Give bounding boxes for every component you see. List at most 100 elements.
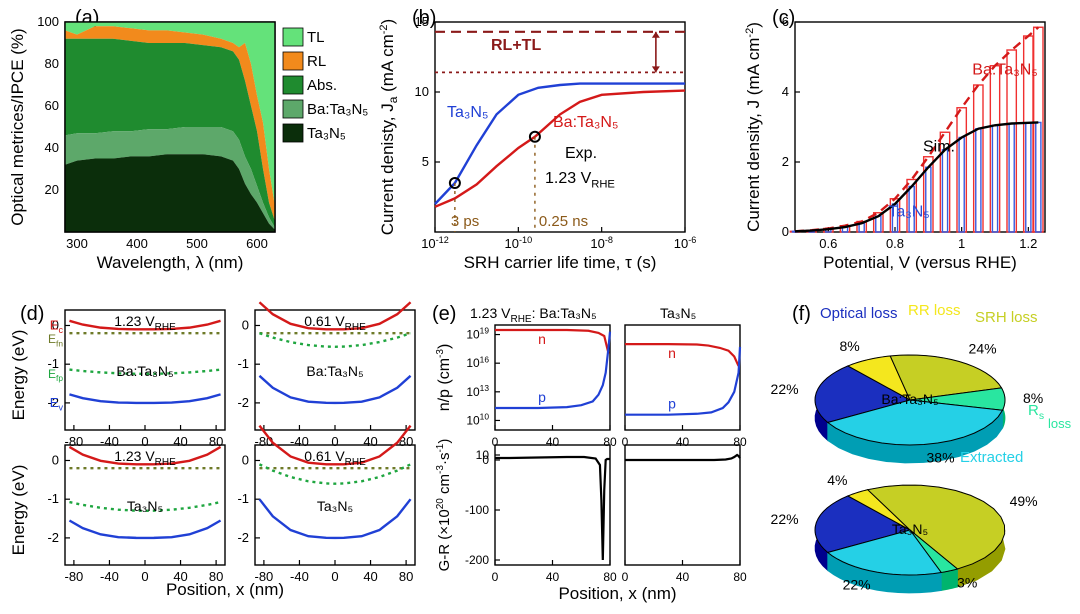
svg-text:Current denisty, Ja (mA cm-2): Current denisty, Ja (mA cm-2) xyxy=(378,19,400,235)
svg-text:0: 0 xyxy=(141,569,148,584)
svg-text:RR loss: RR loss xyxy=(908,302,961,319)
svg-text:6: 6 xyxy=(782,14,789,29)
svg-text:0: 0 xyxy=(141,434,148,449)
svg-text:Ta₃N₅: Ta₃N₅ xyxy=(660,305,696,321)
svg-text:Ba:Ta₃N₅: Ba:Ta₃N₅ xyxy=(116,363,173,379)
svg-text:40: 40 xyxy=(363,434,377,449)
svg-text:TL: TL xyxy=(307,29,325,46)
svg-text:Ba:Ta₃N₅: Ba:Ta₃N₅ xyxy=(972,62,1037,79)
svg-text:10: 10 xyxy=(415,84,429,99)
svg-text:40: 40 xyxy=(363,569,377,584)
svg-text:Position, x (nm): Position, x (nm) xyxy=(558,584,676,603)
svg-text:22%: 22% xyxy=(843,576,871,592)
svg-text:(d): (d) xyxy=(20,303,44,325)
svg-text:20: 20 xyxy=(45,182,59,197)
svg-text:Current density, J (mA cm-2): Current density, J (mA cm-2) xyxy=(744,22,763,232)
svg-text:Ba:Ta₃N₅: Ba:Ta₃N₅ xyxy=(553,114,618,131)
svg-text:Ta₃N₅: Ta₃N₅ xyxy=(447,104,488,121)
svg-text:Potential, V (versus RHE): Potential, V (versus RHE) xyxy=(823,253,1017,272)
svg-text:0.6: 0.6 xyxy=(819,236,837,251)
svg-text:0: 0 xyxy=(242,317,249,332)
figure-svg: (a)30040050060020406080100Wavelength, λ … xyxy=(0,0,1080,609)
svg-text:Extracted: Extracted xyxy=(960,449,1023,466)
svg-text:0.25 ns: 0.25 ns xyxy=(539,213,588,230)
svg-text:1: 1 xyxy=(958,236,965,251)
svg-text:Ba:Ta₃N₅: Ba:Ta₃N₅ xyxy=(881,391,938,407)
svg-text:80: 80 xyxy=(603,570,617,584)
svg-text:Abs.: Abs. xyxy=(307,77,337,94)
svg-text:80: 80 xyxy=(733,570,747,584)
svg-text:38%: 38% xyxy=(927,449,955,465)
svg-text:Ba:Ta₃N₅: Ba:Ta₃N₅ xyxy=(306,363,363,379)
svg-text:SRH loss: SRH loss xyxy=(975,309,1038,326)
svg-text:Energy (eV): Energy (eV) xyxy=(9,465,28,556)
svg-text:-2: -2 xyxy=(47,530,59,545)
svg-text:p: p xyxy=(538,389,546,405)
svg-text:1.2: 1.2 xyxy=(1019,236,1037,251)
svg-text:Position, x (nm): Position, x (nm) xyxy=(166,580,284,599)
svg-text:Sim.: Sim. xyxy=(923,139,955,156)
svg-text:22%: 22% xyxy=(771,511,799,527)
svg-text:-80: -80 xyxy=(64,434,83,449)
svg-text:n: n xyxy=(668,345,676,361)
svg-text:10: 10 xyxy=(476,448,490,462)
svg-text:-1: -1 xyxy=(47,491,59,506)
svg-text:RL: RL xyxy=(307,53,326,70)
svg-text:Ba:Ta₃N₅: Ba:Ta₃N₅ xyxy=(307,101,368,118)
svg-text:(f): (f) xyxy=(792,303,811,325)
svg-text:0: 0 xyxy=(622,570,629,584)
svg-text:500: 500 xyxy=(186,236,208,251)
svg-text:40: 40 xyxy=(546,570,560,584)
svg-text:49%: 49% xyxy=(1010,493,1038,509)
svg-text:p: p xyxy=(668,396,676,412)
svg-text:2: 2 xyxy=(782,154,789,169)
svg-text:Wavelength, λ (nm): Wavelength, λ (nm) xyxy=(97,253,244,272)
svg-text:80: 80 xyxy=(209,434,223,449)
svg-text:40: 40 xyxy=(676,435,690,449)
svg-text:Optical loss: Optical loss xyxy=(820,305,898,322)
svg-text:-100: -100 xyxy=(465,503,489,517)
svg-text:RL+TL: RL+TL xyxy=(491,37,541,54)
svg-text:n: n xyxy=(538,331,546,347)
svg-text:Ta₃N₅: Ta₃N₅ xyxy=(317,498,353,514)
svg-text:80: 80 xyxy=(399,569,413,584)
svg-text:22%: 22% xyxy=(771,381,799,397)
svg-text:80: 80 xyxy=(45,56,59,71)
svg-text:-1: -1 xyxy=(237,356,249,371)
svg-text:Optical metrices/IPCE (%): Optical metrices/IPCE (%) xyxy=(8,28,27,225)
svg-text:0: 0 xyxy=(782,224,789,239)
svg-text:0: 0 xyxy=(242,452,249,467)
svg-text:0: 0 xyxy=(331,569,338,584)
svg-text:4: 4 xyxy=(782,84,789,99)
svg-text:-80: -80 xyxy=(64,569,83,584)
svg-text:100: 100 xyxy=(37,14,59,29)
svg-text:8%: 8% xyxy=(840,338,860,354)
svg-text:24%: 24% xyxy=(969,341,997,357)
svg-text:Ta₃N₅: Ta₃N₅ xyxy=(127,498,163,514)
svg-text:300: 300 xyxy=(66,236,88,251)
svg-text:0: 0 xyxy=(52,452,59,467)
svg-text:-40: -40 xyxy=(100,434,119,449)
svg-text:(e): (e) xyxy=(432,303,456,325)
svg-text:60: 60 xyxy=(45,98,59,113)
svg-text:Ta₃N₅: Ta₃N₅ xyxy=(307,125,346,142)
svg-text:600: 600 xyxy=(246,236,268,251)
svg-text:40: 40 xyxy=(45,140,59,155)
svg-text:Energy (eV): Energy (eV) xyxy=(9,330,28,421)
svg-text:5: 5 xyxy=(422,154,429,169)
svg-text:Ta₃N₅: Ta₃N₅ xyxy=(892,521,928,537)
svg-text:-40: -40 xyxy=(290,434,309,449)
svg-text:0: 0 xyxy=(331,434,338,449)
svg-text:0.8: 0.8 xyxy=(886,236,904,251)
svg-text:40: 40 xyxy=(173,434,187,449)
svg-text:3%: 3% xyxy=(957,575,977,591)
svg-text:-1: -1 xyxy=(237,491,249,506)
svg-text:Ta₃N₅: Ta₃N₅ xyxy=(888,203,929,220)
svg-text:40: 40 xyxy=(546,435,560,449)
svg-text:-40: -40 xyxy=(100,569,119,584)
svg-text:40: 40 xyxy=(676,570,690,584)
svg-text:400: 400 xyxy=(126,236,148,251)
svg-text:4%: 4% xyxy=(827,472,847,488)
svg-text:-40: -40 xyxy=(290,569,309,584)
svg-text:0: 0 xyxy=(492,570,499,584)
